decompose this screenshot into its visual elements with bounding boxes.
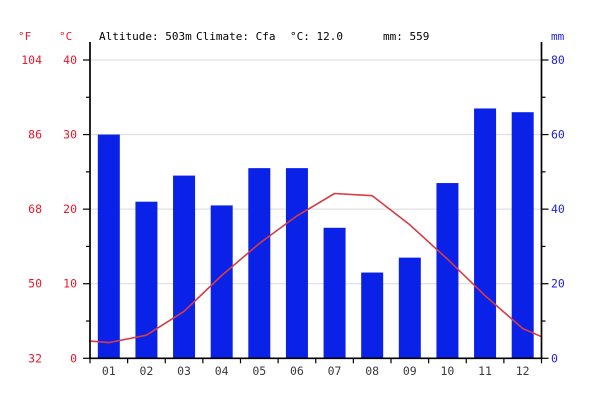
precip-bar-10 [436, 183, 459, 359]
mm-tick-label: 0 [551, 351, 558, 365]
month-label-09: 09 [403, 364, 417, 378]
precip-bar-05 [248, 168, 271, 359]
month-label-12: 12 [516, 364, 530, 378]
fahrenheit-tick-label: 68 [28, 202, 42, 216]
precip-bar-07 [323, 227, 346, 359]
celsius-tick-label: 0 [70, 351, 77, 365]
month-label-05: 05 [252, 364, 266, 378]
celsius-tick-label: 10 [63, 277, 77, 291]
precip-bar-09 [398, 257, 421, 359]
mm-tick-label: 40 [551, 202, 565, 216]
mean-temperature-info: °C: 12.0 [290, 30, 343, 43]
precip-bar-11 [474, 108, 497, 359]
fahrenheit-tick-label: 32 [28, 351, 42, 365]
precip-bar-03 [173, 175, 196, 359]
precip-bar-01 [97, 134, 120, 359]
celsius-tick-label: 20 [63, 202, 77, 216]
mm-tick-label: 20 [551, 277, 565, 291]
mm-tick-label: 80 [551, 53, 565, 67]
precip-bar-04 [210, 205, 233, 359]
mm-tick-label: 60 [551, 128, 565, 142]
altitude-info: Altitude: 503m [99, 30, 192, 43]
temperature-line [89, 192, 543, 344]
month-label-06: 06 [290, 364, 304, 378]
month-label-03: 03 [177, 364, 191, 378]
mm-axis-title: mm [551, 30, 565, 43]
precip-bar-02 [135, 201, 158, 359]
month-label-07: 07 [328, 364, 342, 378]
month-label-02: 02 [140, 364, 154, 378]
month-label-08: 08 [365, 364, 379, 378]
fahrenheit-tick-label: 50 [28, 277, 42, 291]
month-label-01: 01 [102, 364, 116, 378]
precip-bar-12 [511, 112, 534, 359]
fahrenheit-tick-label: 104 [21, 53, 42, 67]
annual-precipitation-info: mm: 559 [383, 30, 430, 43]
precip-bar-08 [361, 272, 384, 359]
fahrenheit-tick-label: 86 [28, 128, 42, 142]
celsius-tick-label: 40 [63, 53, 77, 67]
climate-info: Climate: Cfa [196, 30, 276, 43]
month-label-10: 10 [441, 364, 455, 378]
celsius-axis-title: °C [59, 30, 73, 43]
precip-bar-06 [285, 168, 308, 359]
fahrenheit-axis-title: °F [18, 30, 32, 43]
month-label-11: 11 [478, 364, 492, 378]
month-label-04: 04 [215, 364, 229, 378]
celsius-tick-label: 30 [63, 128, 77, 142]
